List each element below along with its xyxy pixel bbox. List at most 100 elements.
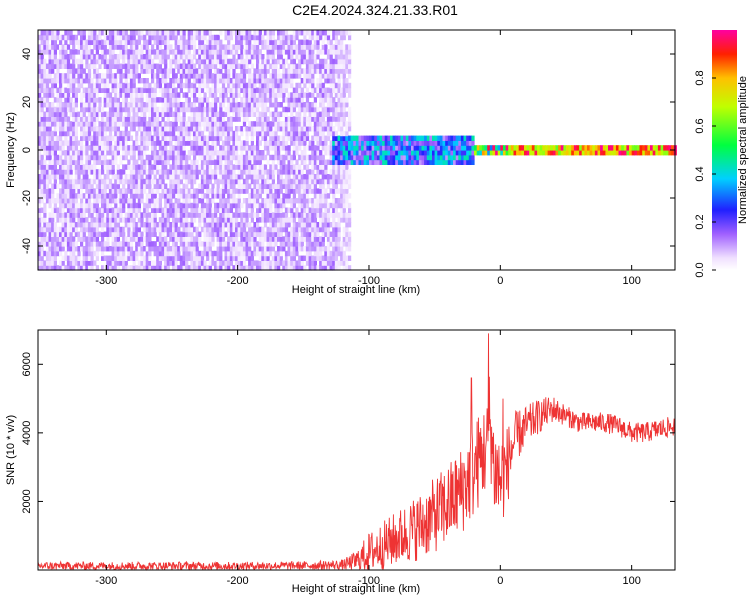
heatmap-cell: [219, 68, 223, 74]
heatmap-cell: [177, 49, 181, 55]
heatmap-cell: [287, 159, 291, 165]
heatmap-cell: [85, 54, 89, 60]
heatmap-cell: [38, 217, 42, 223]
heatmap-cell: [240, 126, 244, 132]
heatmap-cell: [111, 255, 115, 261]
heatmap-cell: [38, 260, 42, 266]
heatmap-cell: [271, 159, 275, 165]
heatmap-cell: [151, 193, 155, 199]
heatmap-cell: [240, 34, 244, 41]
heatmap-cell: [51, 207, 55, 213]
heatmap-cell: [253, 130, 257, 137]
heatmap-cell: [101, 73, 105, 79]
heatmap-cell: [266, 178, 270, 185]
heatmap-cell: [242, 236, 247, 242]
heatmap-cell: [172, 73, 176, 79]
heatmap-cell: [216, 97, 220, 103]
heatmap-cell: [148, 68, 152, 74]
heatmap-cell: [53, 87, 57, 93]
heatmap-cell: [300, 217, 304, 223]
heatmap-cell: [195, 159, 199, 165]
heatmap-cell: [40, 87, 44, 93]
heatmap-cell: [132, 222, 136, 228]
heatmap-cell: [101, 116, 105, 122]
heatmap-cell: [51, 198, 55, 204]
heatmap-cell: [193, 174, 197, 180]
heatmap-cell: [266, 106, 270, 113]
heatmap-cell: [127, 236, 131, 242]
heatmap-cell: [316, 154, 320, 161]
heatmap-cell: [85, 58, 89, 65]
heatmap-cell: [145, 193, 149, 199]
heatmap-cell: [300, 255, 304, 261]
heatmap-cell: [279, 217, 283, 223]
heatmap-cell: [235, 140, 239, 146]
heatmap-cell: [127, 207, 131, 213]
heatmap-cell: [324, 87, 328, 93]
heatmap-cell: [148, 111, 152, 117]
heatmap-cell: [172, 102, 176, 108]
heatmap-cell: [111, 188, 115, 194]
heatmap-cell: [266, 63, 270, 69]
heatmap-cell: [98, 121, 102, 127]
heatmap-cell: [313, 126, 317, 132]
heatmap-cell: [303, 78, 307, 84]
heatmap-cell: [53, 241, 57, 247]
heatmap-cell: [224, 250, 228, 257]
heatmap-cell: [242, 183, 247, 189]
heatmap-cell: [305, 154, 310, 161]
heatmap-cell: [95, 202, 99, 209]
heatmap-cell: [66, 226, 71, 233]
heatmap-cell: [148, 217, 152, 223]
heatmap-cell: [321, 212, 325, 218]
heatmap-cell: [198, 126, 202, 132]
heatmap-cell: [337, 202, 341, 209]
heatmap-cell: [172, 58, 176, 65]
heatmap-cell: [132, 265, 136, 271]
heatmap-cell: [185, 236, 189, 242]
heatmap-cell: [129, 193, 134, 199]
heatmap-cell: [172, 121, 176, 127]
heatmap-cell: [261, 54, 265, 60]
heatmap-cell: [332, 222, 336, 228]
heatmap-cell: [298, 212, 302, 218]
heatmap-cell: [266, 97, 270, 103]
heatmap-cell: [198, 135, 202, 141]
heatmap-cell: [116, 97, 120, 103]
heatmap-cell: [298, 97, 302, 103]
heatmap-cell: [101, 265, 105, 271]
heatmap-cell: [169, 236, 173, 242]
heatmap-cell: [337, 116, 341, 122]
heatmap-cell: [74, 246, 78, 252]
heatmap-cell: [284, 174, 289, 180]
heatmap-cell: [87, 68, 92, 74]
heatmap-cell: [90, 250, 94, 257]
heatmap-cell: [316, 121, 320, 127]
heatmap-cell: [166, 246, 170, 252]
heatmap-cell: [311, 241, 315, 247]
heatmap-cell: [66, 159, 71, 165]
heatmap-cell: [216, 236, 220, 242]
heatmap-cell: [282, 178, 286, 185]
heatmap-cell: [248, 130, 252, 137]
heatmap-cell: [245, 39, 249, 45]
heatmap-cell: [245, 130, 249, 137]
heatmap-cell: [174, 116, 178, 122]
heatmap-cell: [242, 126, 247, 132]
heatmap-cell: [206, 145, 210, 151]
heatmap-cell: [151, 154, 155, 161]
heatmap-cell: [38, 140, 42, 146]
heatmap-cell: [319, 265, 323, 271]
heatmap-cell: [53, 116, 57, 122]
heatmap-cell: [229, 121, 233, 127]
heatmap-cell: [208, 126, 212, 132]
heatmap-cell: [82, 226, 86, 233]
heatmap-cell: [66, 97, 71, 103]
heatmap-cell: [303, 246, 307, 252]
heatmap-cell: [227, 217, 231, 223]
heatmap-cell: [274, 92, 278, 98]
heatmap-cell: [200, 49, 205, 55]
heatmap-cell: [206, 159, 210, 165]
heatmap-cell: [261, 198, 265, 204]
heatmap-cell: [93, 111, 97, 117]
